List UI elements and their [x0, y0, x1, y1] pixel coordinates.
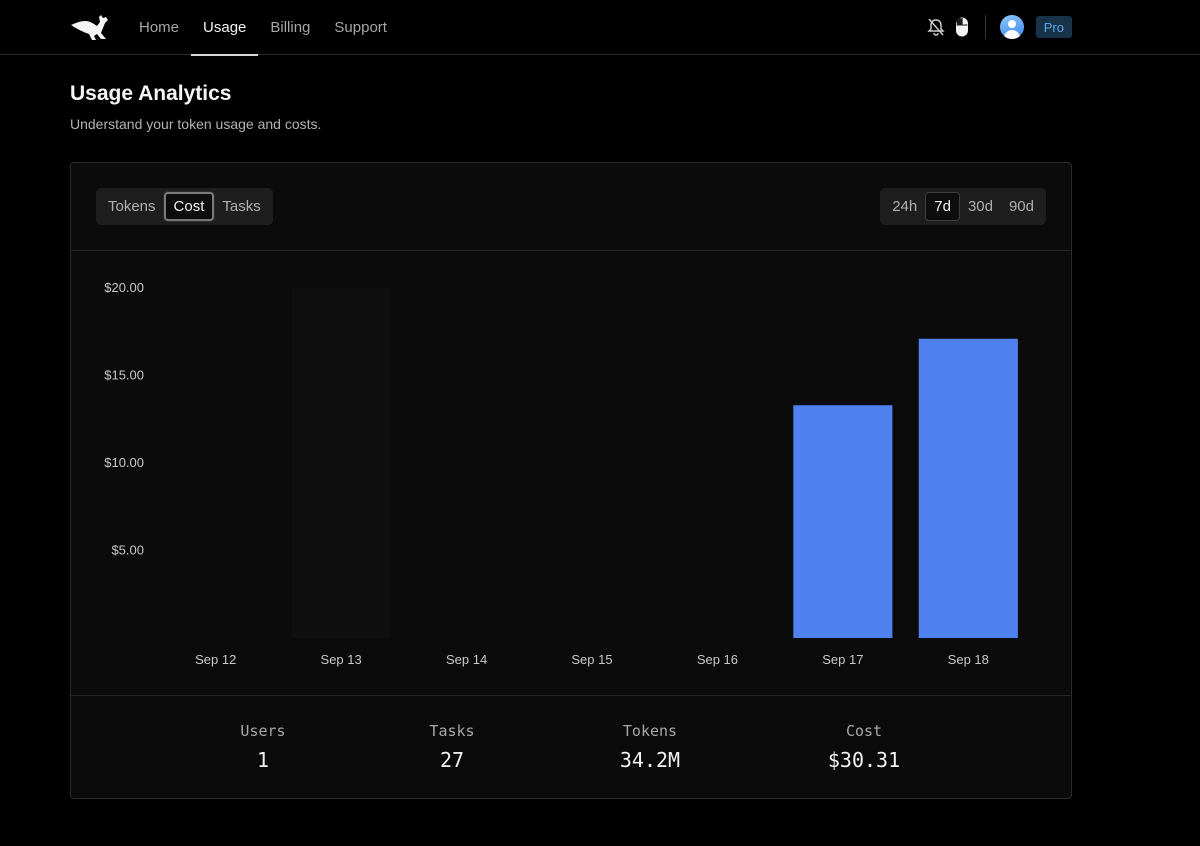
main-nav: Home Usage Billing Support	[127, 0, 399, 56]
top-right-controls: Pro	[927, 14, 1072, 40]
y-tick-label: $20.00	[104, 280, 144, 295]
metric-tabs: Tokens Cost Tasks	[96, 188, 273, 225]
stat-cost-value: $30.31	[827, 748, 901, 772]
cost-bar-chart: $5.00 $10.00 $15.00 $20.00 Sep 12 Sep 13 Sep 1…	[71, 251, 1071, 695]
stat-tokens-value: 34.2M	[619, 748, 681, 772]
x-tick-label: Sep 13	[321, 652, 362, 667]
nav-home-label: Home	[139, 19, 180, 36]
y-tick-label: $5.00	[111, 543, 144, 558]
stat-tokens: Tokens 34.2M	[600, 722, 700, 772]
x-tick-label: Sep 17	[822, 652, 863, 667]
x-tick-label: Sep 14	[446, 652, 487, 667]
stat-users-value: 1	[256, 748, 270, 772]
stat-users: Users 1	[223, 722, 303, 772]
chart-bar[interactable]	[793, 405, 893, 638]
tab-tokens[interactable]: Tokens	[108, 198, 156, 215]
range-7d[interactable]: 7d	[925, 192, 960, 221]
toolbar-divider	[984, 15, 986, 39]
range-24h[interactable]: 24h	[892, 198, 918, 215]
usage-card: Tokens Cost Tasks 24h 7d 30d 90d $5.00 $1…	[70, 162, 1072, 799]
stat-tasks-label: Tasks	[429, 722, 475, 740]
hover-band	[291, 288, 391, 638]
stat-cost-label: Cost	[845, 722, 883, 740]
y-tick-label: $10.00	[104, 455, 144, 470]
nav-support-label: Support	[334, 19, 387, 36]
tab-tasks[interactable]: Tasks	[222, 198, 261, 215]
x-tick-label: Sep 16	[697, 652, 738, 667]
nav-support[interactable]: Support	[322, 0, 399, 55]
summary-stats: Users 1 Tasks 27 Tokens 34.2M Cost $30.3…	[71, 695, 1071, 799]
range-30d[interactable]: 30d	[967, 198, 993, 215]
nav-home[interactable]: Home	[127, 0, 191, 55]
mouse-icon[interactable]	[953, 16, 971, 38]
card-header: Tokens Cost Tasks 24h 7d 30d 90d	[71, 163, 1071, 251]
bell-off-icon[interactable]	[927, 16, 945, 38]
nav-usage[interactable]: Usage	[191, 0, 259, 56]
top-navigation: Home Usage Billing Support Pro	[0, 0, 1200, 56]
stat-tasks-value: 27	[439, 748, 465, 772]
stat-users-label: Users	[240, 722, 286, 740]
user-avatar[interactable]	[999, 15, 1024, 39]
chart-bar[interactable]	[918, 338, 1018, 638]
stat-tokens-label: Tokens	[622, 722, 678, 740]
nav-usage-label: Usage	[203, 19, 247, 36]
chart-svg: $5.00 $10.00 $15.00 $20.00 Sep 12 Sep 13 Sep 1…	[104, 280, 1018, 667]
plan-badge: Pro	[1035, 16, 1072, 38]
tab-cost[interactable]: Cost	[163, 192, 215, 221]
page-subtitle: Understand your token usage and costs.	[70, 116, 322, 132]
range-tabs: 24h 7d 30d 90d	[880, 188, 1046, 225]
x-tick-label: Sep 12	[195, 652, 236, 667]
stat-tasks: Tasks 27	[412, 722, 492, 772]
stat-cost: Cost $30.31	[809, 722, 919, 772]
nav-billing[interactable]: Billing	[258, 0, 322, 55]
kangaroo-logo-icon[interactable]	[70, 12, 112, 42]
range-90d[interactable]: 90d	[1008, 198, 1034, 215]
y-tick-label: $15.00	[104, 368, 144, 383]
x-tick-label: Sep 18	[948, 652, 989, 667]
nav-billing-label: Billing	[270, 19, 311, 36]
page-title: Usage Analytics	[70, 82, 232, 105]
x-tick-label: Sep 15	[571, 652, 612, 667]
